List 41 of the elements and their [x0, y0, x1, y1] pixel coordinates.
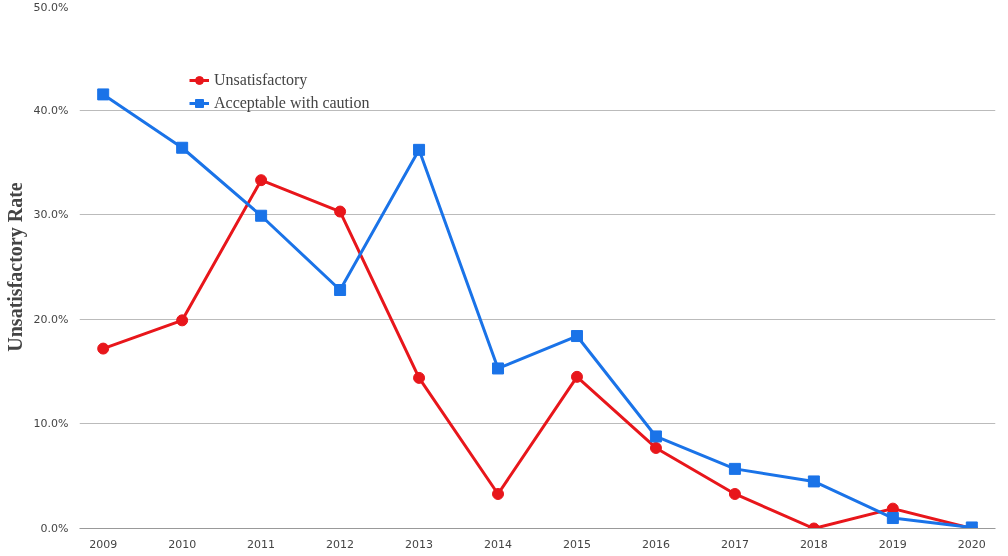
point	[492, 487, 505, 500]
point	[176, 141, 189, 154]
x-tick-label: 2013	[405, 537, 434, 551]
point	[413, 371, 426, 384]
x-tick-label: 2019	[878, 537, 907, 551]
point	[649, 430, 662, 443]
x-tick-label: 2020	[957, 537, 986, 551]
x-tick-label: 2014	[484, 537, 513, 551]
point	[97, 342, 110, 355]
point	[728, 487, 741, 500]
point	[97, 88, 110, 101]
point	[886, 512, 899, 525]
point	[255, 174, 268, 187]
y-tick-label: 40.0%	[33, 103, 69, 117]
y-tick-label: 50.0%	[33, 0, 69, 14]
point	[807, 475, 820, 488]
point	[413, 143, 426, 156]
y-tick-label: 10.0%	[33, 417, 69, 431]
legend-label: Unsatisfactory	[214, 71, 308, 89]
point	[255, 209, 268, 222]
point	[649, 441, 662, 454]
x-tick-label: 2016	[641, 537, 670, 551]
y-tick-label: 30.0%	[33, 208, 69, 222]
y-tick-label: 20.0%	[33, 312, 69, 326]
x-tick-label: 2018	[799, 537, 828, 551]
x-tick-label: 2009	[89, 537, 118, 551]
y-axis-title: Unsatisfactory Rate	[3, 182, 27, 352]
point	[492, 362, 505, 375]
point	[570, 330, 583, 343]
x-tick-label: 2010	[168, 537, 197, 551]
point	[334, 205, 347, 218]
x-tick-label: 2012	[326, 537, 355, 551]
point	[570, 370, 583, 383]
point	[728, 462, 741, 475]
x-tick-label: 2017	[720, 537, 749, 551]
point	[334, 284, 347, 297]
y-tick-label: 0.0%	[40, 522, 69, 535]
legend-label: Acceptable with caution	[214, 94, 370, 112]
point	[176, 314, 189, 327]
x-tick-label: 2011	[247, 537, 276, 551]
x-tick-label: 2015	[562, 537, 591, 551]
